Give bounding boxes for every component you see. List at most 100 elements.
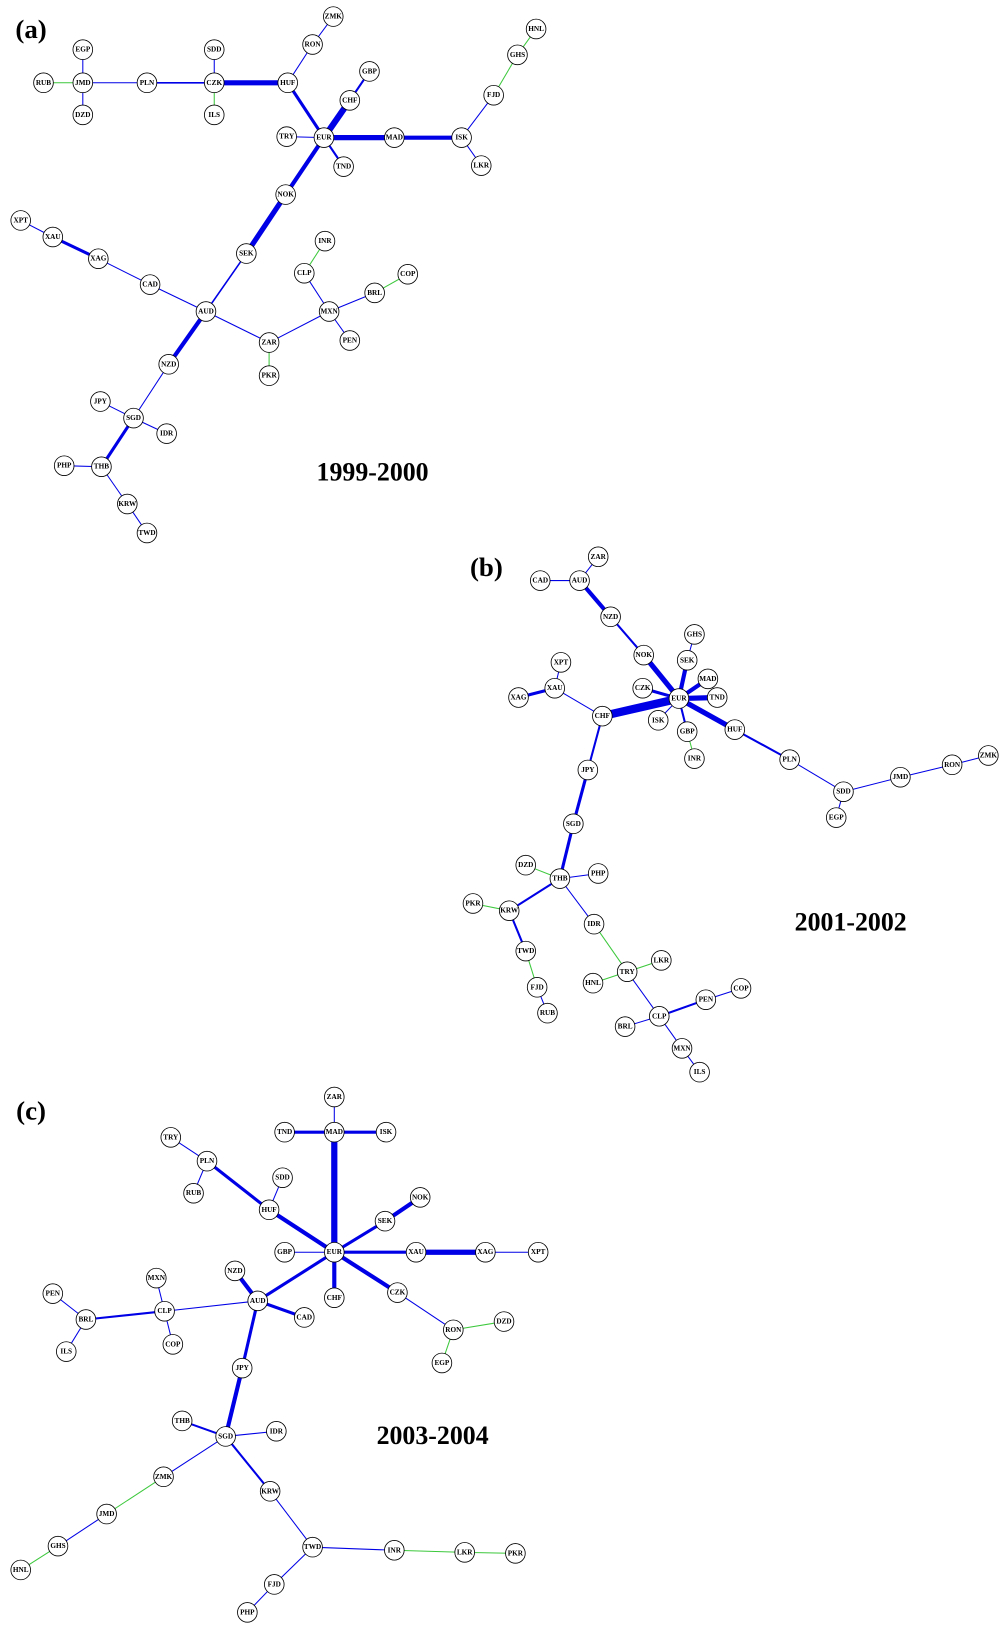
node: [47, 1535, 69, 1557]
node-label: PEN: [46, 1290, 61, 1298]
node-label: GHS: [50, 1542, 65, 1550]
node-label: PKR: [508, 1549, 524, 1557]
node-label: PLN: [140, 79, 155, 87]
node: [264, 1574, 285, 1595]
node: [215, 1426, 236, 1447]
node: [224, 1260, 246, 1282]
node: [153, 1466, 174, 1488]
node-label: PEN: [699, 996, 714, 1004]
node: [323, 6, 344, 27]
node-label: KRW: [118, 500, 137, 508]
node: [592, 705, 613, 727]
node-label: XAU: [408, 1248, 424, 1256]
node: [247, 1290, 268, 1312]
node: [471, 155, 492, 176]
node: [42, 1283, 64, 1304]
node-label: JPY: [581, 766, 595, 774]
node: [10, 210, 31, 231]
node: [577, 759, 599, 781]
node: [294, 262, 315, 284]
node: [730, 978, 752, 999]
node: [183, 1182, 204, 1204]
node: [276, 126, 297, 147]
node: [633, 644, 654, 666]
node-label: ILS: [208, 111, 220, 119]
node-label: RUB: [540, 1009, 555, 1017]
node: [508, 687, 529, 708]
node: [549, 868, 571, 889]
node-label: RUB: [36, 79, 51, 87]
node-label: SEK: [239, 250, 254, 258]
node: [136, 72, 158, 94]
node: [33, 72, 54, 94]
node: [160, 1127, 182, 1148]
node-label: HNL: [528, 25, 544, 33]
node-label: THB: [94, 463, 109, 471]
edge: [205, 311, 270, 344]
node-label: PEN: [343, 336, 358, 344]
node-label: XAU: [547, 684, 563, 692]
node-label: MAD: [386, 134, 403, 142]
node-label: CAD: [296, 1313, 312, 1321]
node-label: EGP: [434, 1359, 449, 1367]
node-label: LKR: [457, 1548, 473, 1556]
node: [313, 127, 335, 148]
node: [314, 230, 336, 252]
node-label: THB: [175, 1417, 190, 1425]
node-label: XPT: [554, 658, 569, 666]
node: [706, 687, 728, 708]
node-label: PKR: [261, 372, 277, 380]
node-label: COP: [733, 984, 749, 992]
node: [451, 127, 472, 148]
edge: [256, 1250, 336, 1303]
node: [475, 1241, 496, 1263]
node: [890, 766, 911, 788]
period-label: 1999-2000: [317, 457, 429, 486]
node-label: INR: [688, 755, 702, 763]
node-label: FJD: [268, 1580, 281, 1588]
edge: [269, 1490, 313, 1548]
node-label: RUB: [186, 1189, 201, 1197]
node: [302, 1536, 323, 1558]
node: [507, 44, 528, 66]
node-label: SGD: [566, 820, 581, 828]
edge: [240, 1300, 260, 1369]
node: [136, 522, 158, 544]
node: [431, 1352, 453, 1374]
node-label: CLP: [652, 1012, 667, 1020]
node: [515, 854, 536, 876]
node: [146, 1267, 167, 1289]
node: [72, 72, 94, 94]
node-label: COP: [165, 1340, 181, 1348]
node: [651, 950, 672, 971]
edge: [333, 1250, 399, 1295]
edge: [267, 1208, 336, 1254]
node-label: MXN: [320, 308, 338, 316]
node-label: JMD: [99, 1510, 115, 1518]
node-label: NOK: [277, 191, 294, 199]
node-label: EUR: [671, 695, 687, 703]
node-label: CLP: [297, 269, 312, 277]
node: [324, 1086, 345, 1108]
node-label: CHF: [595, 712, 611, 720]
node-label: FJD: [487, 91, 500, 99]
edge: [677, 696, 737, 732]
node-label: SEK: [680, 656, 695, 664]
node-label: ZAR: [261, 339, 277, 347]
period-label: 2003-2004: [377, 1421, 489, 1450]
node-label: CZK: [390, 1289, 406, 1297]
node-label: CHF: [327, 1294, 343, 1302]
node-label: ISK: [652, 716, 665, 724]
node-label: ZMK: [155, 1473, 173, 1481]
node: [384, 127, 405, 148]
node: [364, 282, 385, 304]
node-label: TND: [336, 163, 351, 171]
node-label: ISK: [380, 1128, 393, 1136]
node-label: JMD: [75, 79, 91, 87]
node-label: LKR: [653, 956, 669, 964]
node: [529, 570, 551, 591]
node-label: ZAR: [591, 553, 607, 561]
node: [676, 650, 698, 671]
panel-label: (c): [16, 1095, 46, 1125]
node-label: ZMK: [325, 13, 343, 21]
